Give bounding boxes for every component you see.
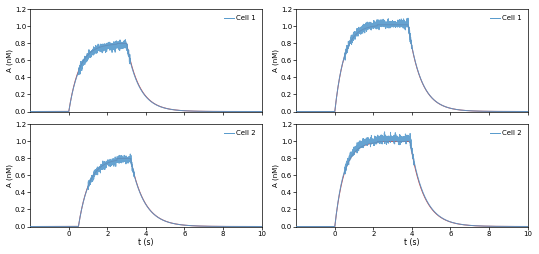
Legend: Cell 2: Cell 2: [488, 128, 524, 138]
Y-axis label: A (nM): A (nM): [7, 49, 13, 72]
Y-axis label: A (nM): A (nM): [273, 164, 280, 187]
Legend: Cell 1: Cell 1: [222, 13, 258, 23]
Y-axis label: A (nM): A (nM): [7, 164, 13, 187]
X-axis label: t (s): t (s): [404, 238, 420, 247]
Y-axis label: A (nM): A (nM): [273, 49, 280, 72]
X-axis label: t (s): t (s): [138, 238, 154, 247]
Legend: Cell 1: Cell 1: [488, 13, 524, 23]
Legend: Cell 2: Cell 2: [222, 128, 258, 138]
